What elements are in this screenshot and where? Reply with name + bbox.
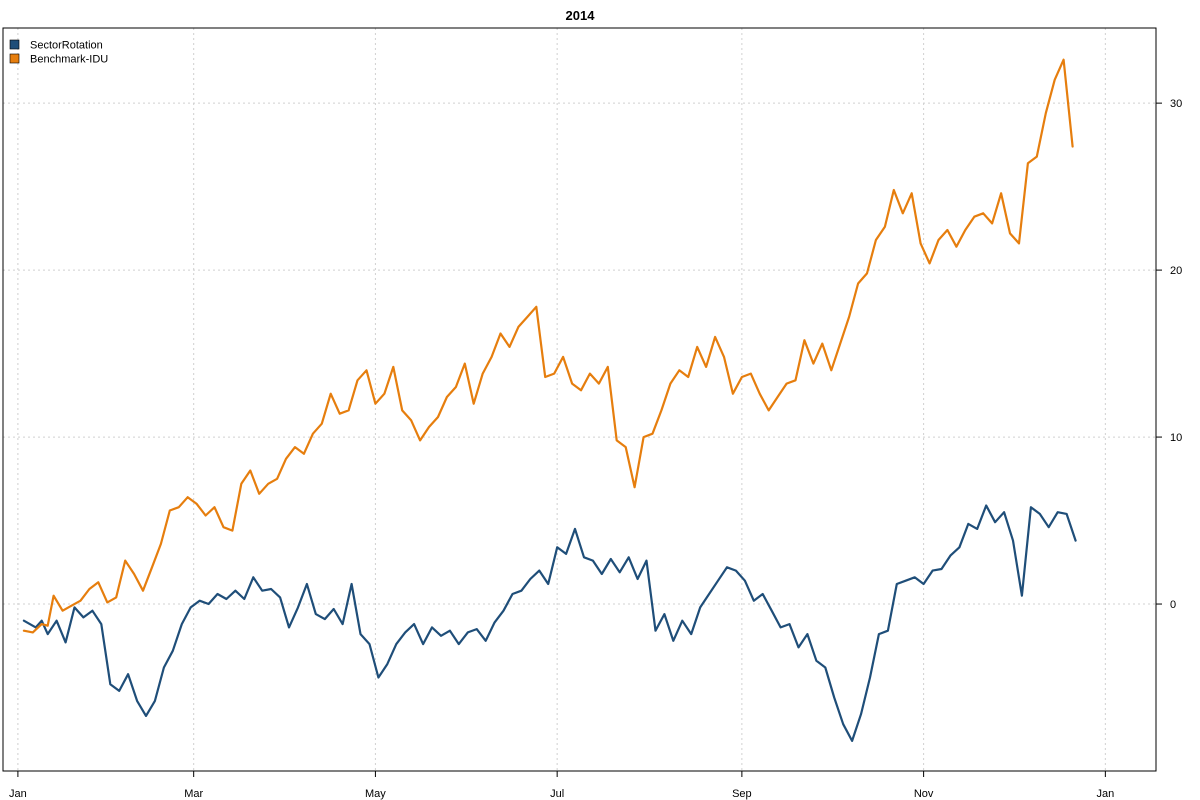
plot-frame [2, 27, 1157, 772]
x-tick-label: Mar [184, 788, 203, 800]
series-line-sectorrotation [22, 504, 1077, 742]
y-tick-label: 10 [1170, 432, 1182, 444]
series-layer [22, 58, 1077, 742]
legend-label: Benchmark-IDU [30, 54, 108, 66]
grid-lines [3, 28, 1156, 771]
legend-swatch [9, 53, 20, 64]
x-tick-label: Nov [914, 788, 934, 800]
y-tick-label: 20 [1170, 265, 1182, 277]
series-line-benchmark-idu [22, 58, 1074, 634]
legend-swatch [9, 39, 20, 50]
legend: SectorRotation Benchmark-IDU [9, 39, 108, 66]
y-tick-label: 0 [1170, 599, 1176, 611]
x-axis: Jan Mar May Jul Sep Nov Jan [9, 771, 1114, 800]
chart-title: 2014 [566, 8, 596, 23]
x-tick-label: May [365, 788, 386, 800]
legend-label: SectorRotation [30, 40, 103, 52]
x-tick-label: Jan [9, 788, 27, 800]
y-tick-label: 30 [1170, 98, 1182, 110]
x-tick-label: Jan [1096, 788, 1114, 800]
y-axis: 0 10 20 30 [1156, 98, 1182, 611]
x-tick-label: Sep [732, 788, 752, 800]
x-tick-label: Jul [550, 788, 564, 800]
